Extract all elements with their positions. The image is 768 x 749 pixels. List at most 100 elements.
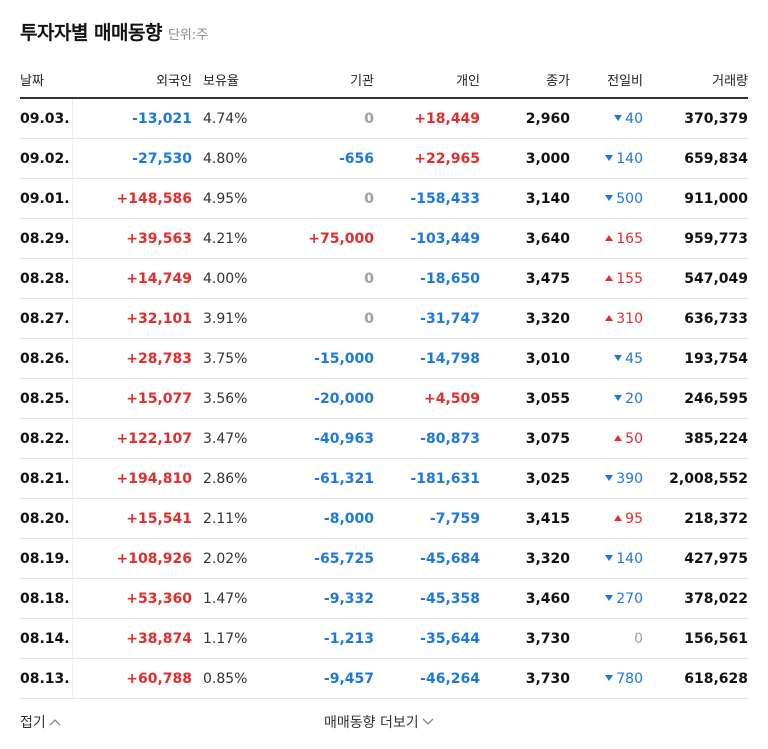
triangle-down-icon (605, 474, 614, 481)
collapse-button[interactable]: 접기 (20, 712, 61, 732)
cell-volume: 427,975 (643, 538, 748, 579)
triangle-down-icon (605, 594, 614, 601)
change-value: 140 (616, 550, 643, 567)
cell-change: 140 (570, 538, 643, 579)
change-value: 45 (625, 350, 643, 367)
change-value: 270 (616, 590, 643, 607)
change-value: 140 (616, 150, 643, 167)
cell-close: 3,320 (480, 298, 570, 339)
change-value: 20 (625, 390, 643, 407)
cell-close: 3,055 (480, 378, 570, 419)
change-value: 40 (625, 110, 643, 127)
unit-label: 단위:주 (167, 28, 209, 43)
cell-date: 09.03. (20, 98, 73, 139)
more-trading-button[interactable]: 매매동향 더보기 (324, 712, 434, 732)
cell-date: 09.02. (20, 138, 73, 179)
cell-holding: 4.74% (192, 98, 247, 139)
cell-individual: -80,873 (374, 418, 480, 459)
table-row: 08.19. +108,926 2.02% -65,725 -45,684 3,320 14… (20, 538, 748, 579)
cell-date: 08.26. (20, 338, 73, 379)
table-row: 08.29. +39,563 4.21% +75,000 -103,449 3,640 16… (20, 218, 748, 259)
cell-institution: -9,457 (247, 658, 374, 699)
cell-individual: -45,358 (374, 578, 480, 619)
change-value: 0 (634, 630, 643, 647)
cell-close: 3,320 (480, 538, 570, 579)
cell-change: 500 (570, 178, 643, 219)
cell-close: 3,025 (480, 458, 570, 499)
cell-holding: 3.47% (192, 418, 247, 459)
cell-individual: +22,965 (374, 138, 480, 179)
cell-foreign: +53,360 (72, 578, 192, 619)
cell-change: 40 (570, 98, 643, 139)
cell-volume: 911,000 (643, 178, 748, 219)
table-row: 08.14. +38,874 1.17% -1,213 -35,644 3,730 0 156… (20, 618, 748, 659)
cell-close: 3,000 (480, 138, 570, 179)
cell-holding: 3.75% (192, 338, 247, 379)
cell-institution: +75,000 (247, 218, 374, 259)
cell-foreign: +14,749 (72, 258, 192, 299)
col-header-date: 날짜 (20, 62, 72, 99)
change-value: 500 (616, 190, 643, 207)
cell-individual: -18,650 (374, 258, 480, 299)
cell-change: 310 (570, 298, 643, 339)
triangle-down-icon (614, 394, 623, 401)
cell-holding: 2.86% (192, 458, 247, 499)
col-header-volume: 거래량 (643, 62, 748, 99)
collapse-label: 접기 (20, 715, 46, 731)
cell-foreign: +122,107 (72, 418, 192, 459)
cell-date: 08.28. (20, 258, 73, 299)
cell-date: 08.22. (20, 418, 73, 459)
cell-individual: -7,759 (374, 498, 480, 539)
triangle-up-icon (605, 234, 614, 241)
cell-holding: 4.21% (192, 218, 247, 259)
cell-foreign: -13,021 (72, 98, 192, 139)
chevron-down-icon (422, 718, 434, 725)
cell-change: 270 (570, 578, 643, 619)
trading-table: 날짜 외국인 보유율 기관 개인 종가 전일비 거래량 09.03. -13,02… (20, 62, 748, 699)
cell-individual: -46,264 (374, 658, 480, 699)
table-row: 08.25. +15,077 3.56% -20,000 +4,509 3,055 20 24… (20, 378, 748, 419)
cell-volume: 659,834 (643, 138, 748, 179)
cell-institution: -20,000 (247, 378, 374, 419)
cell-institution: -40,963 (247, 418, 374, 459)
cell-individual: -103,449 (374, 218, 480, 259)
table-row: 08.26. +28,783 3.75% -15,000 -14,798 3,010 45 1… (20, 338, 748, 379)
cell-volume: 385,224 (643, 418, 748, 459)
cell-holding: 3.91% (192, 298, 247, 339)
cell-institution: -61,321 (247, 458, 374, 499)
change-value: 780 (616, 670, 643, 687)
col-header-holding: 보유율 (192, 62, 247, 99)
cell-volume: 547,049 (643, 258, 748, 299)
col-header-individual: 개인 (374, 62, 480, 99)
table-row: 09.03. -13,021 4.74% 0 +18,449 2,960 40 370,379 (20, 98, 748, 139)
cell-volume: 618,628 (643, 658, 748, 699)
table-row: 08.22. +122,107 3.47% -40,963 -80,873 3,075 50… (20, 418, 748, 459)
cell-foreign: +32,101 (72, 298, 192, 339)
cell-holding: 4.95% (192, 178, 247, 219)
table-row: 08.27. +32,101 3.91% 0 -31,747 3,320 310 636,73… (20, 298, 748, 339)
cell-close: 2,960 (480, 98, 570, 139)
cell-date: 08.14. (20, 618, 73, 659)
cell-individual: -181,631 (374, 458, 480, 499)
triangle-up-icon (605, 314, 614, 321)
cell-change: 390 (570, 458, 643, 499)
cell-individual: -45,684 (374, 538, 480, 579)
more-label: 매매동향 더보기 (324, 715, 419, 731)
cell-institution: 0 (247, 298, 374, 339)
cell-foreign: -27,530 (72, 138, 192, 179)
cell-holding: 4.00% (192, 258, 247, 299)
cell-foreign: +28,783 (72, 338, 192, 379)
table-row: 08.28. +14,749 4.00% 0 -18,650 3,475 155 547,04… (20, 258, 748, 299)
cell-change: 0 (570, 618, 643, 659)
table-row: 08.20. +15,541 2.11% -8,000 -7,759 3,415 95 218… (20, 498, 748, 539)
cell-institution: -9,332 (247, 578, 374, 619)
triangle-up-icon (605, 274, 614, 281)
triangle-up-icon (614, 434, 623, 441)
cell-close: 3,075 (480, 418, 570, 459)
table-body: 09.03. -13,021 4.74% 0 +18,449 2,960 40 370,379… (20, 98, 748, 699)
cell-date: 08.29. (20, 218, 73, 259)
cell-date: 08.18. (20, 578, 73, 619)
triangle-up-icon (614, 514, 623, 521)
cell-individual: +4,509 (374, 378, 480, 419)
cell-change: 45 (570, 338, 643, 379)
